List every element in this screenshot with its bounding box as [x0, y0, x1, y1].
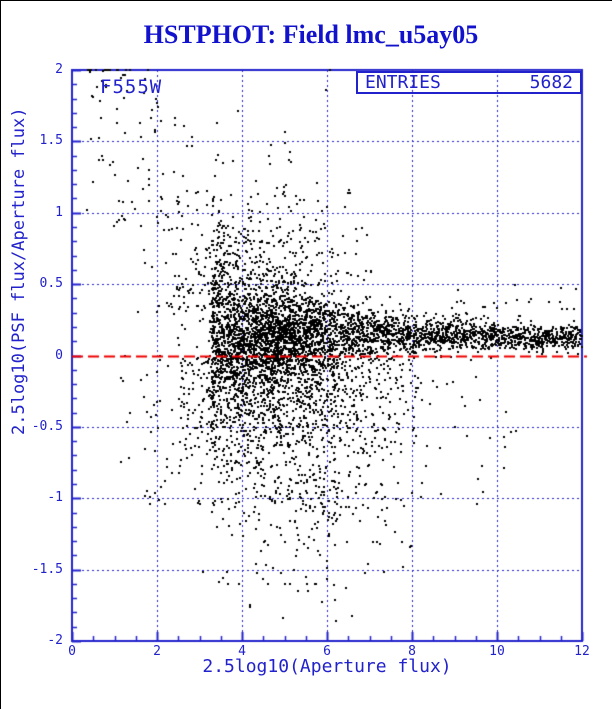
- y-tick-label: 1: [55, 204, 63, 220]
- y-tick-label: 0.5: [39, 276, 63, 292]
- y-tick-label: 2: [55, 62, 63, 77]
- filter-name-label: F555W: [100, 76, 163, 98]
- x-tick-label: 8: [408, 644, 416, 659]
- y-tick-label: 1.5: [39, 133, 63, 149]
- x-tick-label: 4: [238, 644, 246, 659]
- y-tick-label: -1.5: [31, 561, 63, 577]
- y-tick-label: -2: [47, 633, 63, 648]
- y-tick-label: 0: [55, 347, 63, 363]
- entries-label: ENTRIES: [365, 72, 441, 93]
- entries-value: 5682: [529, 72, 573, 93]
- x-tick-label: 2: [153, 644, 161, 659]
- entries-legend-box: ENTRIES 5682: [356, 71, 582, 94]
- y-axis-label: 2.5log10(PSF flux/Aperture flux): [9, 107, 29, 435]
- page-title: HSTPHOT: Field lmc_u5ay05: [143, 20, 479, 49]
- x-tick-label: 10: [489, 644, 505, 659]
- x-tick-label: 12: [574, 644, 590, 659]
- y-tick-label: -1: [47, 490, 63, 506]
- x-axis-label: 2.5log10(Aperture flux): [202, 656, 452, 677]
- y-tick-label: -0.5: [31, 418, 63, 434]
- x-tick-label: 6: [323, 644, 331, 659]
- x-tick-label: 0: [68, 644, 76, 659]
